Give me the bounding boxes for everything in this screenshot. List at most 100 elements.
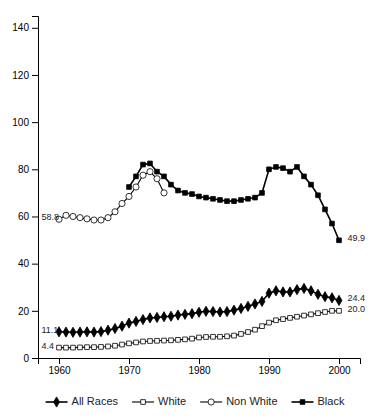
point — [217, 307, 223, 317]
y-axis: 020406080100120140 — [12, 17, 38, 364]
point — [126, 193, 132, 199]
point — [85, 345, 90, 350]
point — [176, 337, 181, 342]
point — [316, 193, 321, 198]
y-tick: 120 — [12, 70, 38, 81]
point — [84, 216, 90, 222]
point — [239, 198, 244, 203]
point — [148, 161, 153, 166]
y-tick-label: 80 — [18, 164, 30, 175]
point — [134, 340, 139, 345]
point — [189, 309, 195, 319]
point — [287, 287, 293, 297]
plot-area: 1960197019801990200002040608010012014058… — [12, 17, 365, 377]
point — [246, 196, 251, 201]
y-tick: 0 — [23, 353, 38, 364]
point — [162, 174, 167, 179]
point — [169, 338, 174, 343]
point — [309, 182, 314, 187]
point — [280, 287, 286, 297]
y-tick-mark — [32, 122, 38, 123]
x-tick-label: 1990 — [258, 365, 281, 376]
point — [147, 169, 153, 175]
point — [330, 221, 335, 226]
legend-swatch-marker — [208, 399, 214, 405]
annotation: 24.4 — [347, 293, 365, 303]
annotation: 4.4 — [42, 341, 55, 351]
point — [190, 336, 195, 341]
point — [127, 341, 132, 346]
point — [134, 174, 139, 179]
point — [211, 334, 216, 339]
point — [203, 306, 209, 316]
point — [253, 327, 258, 332]
point — [232, 333, 237, 338]
point — [133, 184, 139, 190]
x-tick: 1960 — [48, 358, 71, 376]
x-tick-mark — [199, 358, 200, 364]
point — [119, 321, 125, 331]
point — [197, 335, 202, 340]
point — [260, 324, 265, 329]
point — [78, 345, 83, 350]
point — [281, 166, 286, 171]
y-tick-mark — [32, 358, 38, 359]
point — [273, 286, 279, 296]
x-axis: 19601970198019902000 — [39, 358, 361, 376]
point — [168, 311, 174, 321]
y-tick-mark — [32, 169, 38, 170]
point — [112, 209, 118, 215]
point — [140, 314, 146, 324]
point — [218, 198, 223, 203]
annotations: 58.849.911.14.424.420.0 — [42, 212, 365, 351]
point — [224, 306, 230, 316]
x-tick: 1990 — [258, 358, 281, 376]
point — [77, 215, 83, 221]
legend-label: White — [158, 395, 186, 407]
point — [141, 162, 146, 167]
legend-item: White — [132, 395, 186, 407]
point — [253, 195, 258, 200]
y-tick-label: 100 — [12, 117, 29, 128]
point — [154, 312, 160, 322]
point — [127, 185, 132, 190]
point — [330, 308, 335, 313]
x-axis-line — [39, 359, 361, 365]
point — [315, 289, 321, 299]
point — [169, 182, 174, 187]
point — [99, 345, 104, 350]
legend-label: Black — [318, 395, 345, 407]
point — [225, 199, 230, 204]
y-tick-label: 60 — [18, 211, 30, 222]
series — [56, 283, 342, 337]
point — [309, 312, 314, 317]
point — [162, 338, 167, 343]
y-tick-mark — [32, 216, 38, 217]
y-tick-mark — [32, 28, 38, 29]
series-line — [129, 163, 339, 240]
point — [302, 313, 307, 318]
series-line — [59, 172, 164, 220]
x-tick-mark — [59, 358, 60, 364]
point — [316, 311, 321, 316]
legend-swatch-marker — [141, 400, 146, 405]
y-tick: 40 — [18, 258, 38, 269]
point — [302, 174, 307, 179]
x-tick-label: 1980 — [188, 365, 211, 376]
point — [323, 207, 328, 212]
point — [161, 312, 167, 322]
point — [322, 292, 328, 302]
legend-label: All Races — [72, 395, 119, 407]
x-tick-mark — [339, 358, 340, 364]
point — [77, 327, 83, 337]
point — [154, 176, 160, 182]
point — [246, 330, 251, 335]
point — [141, 339, 146, 344]
series — [57, 308, 342, 349]
annotation: 20.0 — [347, 304, 365, 314]
point — [175, 310, 181, 320]
point — [232, 199, 237, 204]
point — [183, 337, 188, 342]
point — [274, 318, 279, 323]
point — [120, 342, 125, 347]
